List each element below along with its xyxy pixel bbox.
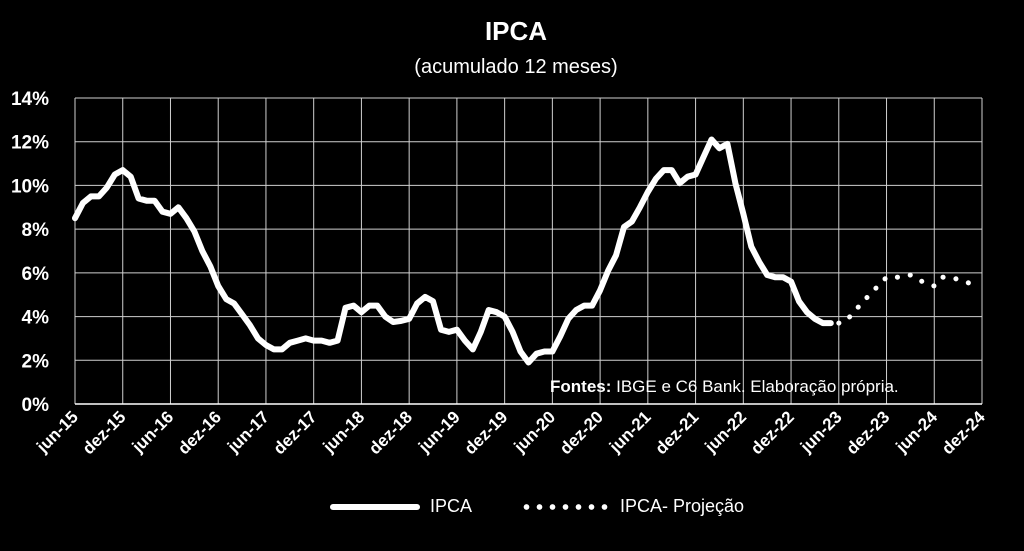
x-tick-label: jun-19	[414, 407, 464, 457]
x-tick-label: jun-20	[510, 407, 560, 457]
x-tick-label: dez-21	[652, 407, 703, 458]
ipca-series-line	[72, 136, 834, 366]
x-tick-label: dez-15	[79, 407, 130, 458]
x-tick-label: dez-22	[747, 407, 798, 458]
x-tick-label: jun-21	[605, 407, 655, 457]
y-tick-label: 12%	[11, 133, 49, 154]
x-tick-label: dez-17	[270, 407, 321, 458]
x-tick-label: dez-23	[842, 407, 893, 458]
legend-dotted-swatch	[520, 503, 611, 510]
y-tick-label: 4%	[22, 308, 50, 329]
legend-label-projecao: IPCA- Projeção	[620, 496, 745, 516]
x-tick-label: jun-17	[223, 407, 273, 457]
x-tick-label: dez-19	[461, 407, 512, 458]
x-tick-label: jun-18	[319, 407, 369, 457]
y-tick-label: 0%	[22, 395, 50, 416]
chart-subtitle: (acumulado 12 meses)	[414, 56, 618, 78]
y-tick-label: 10%	[11, 176, 49, 197]
projection-series-line	[836, 272, 977, 326]
x-tick-label: dez-16	[174, 407, 225, 458]
y-tick-label: 6%	[22, 264, 50, 285]
y-tick-label: 8%	[22, 220, 50, 241]
legend-item-ipca: IPCA	[330, 496, 472, 517]
source-annotation: Fontes: IBGE e C6 Bank. Elaboração própr…	[550, 377, 899, 396]
x-tick-label: jun-16	[128, 407, 178, 457]
legend-solid-swatch	[330, 503, 420, 510]
legend-item-projecao: IPCA- Projeção	[520, 496, 744, 517]
legend-label-ipca: IPCA	[430, 496, 473, 516]
y-tick-label: 14%	[11, 89, 49, 110]
x-tick-label: jun-22	[701, 407, 751, 457]
legend: IPCA IPCA- Projeção	[330, 496, 792, 517]
y-tick-label: 2%	[22, 351, 50, 372]
x-tick-label: jun-24	[892, 407, 942, 457]
x-tick-label: dez-20	[556, 407, 607, 458]
chart-title: IPCA	[484, 16, 548, 46]
x-tick-label: jun-23	[796, 407, 846, 457]
x-tick-label: dez-18	[365, 407, 416, 458]
x-tick-label: dez-24	[938, 407, 989, 458]
